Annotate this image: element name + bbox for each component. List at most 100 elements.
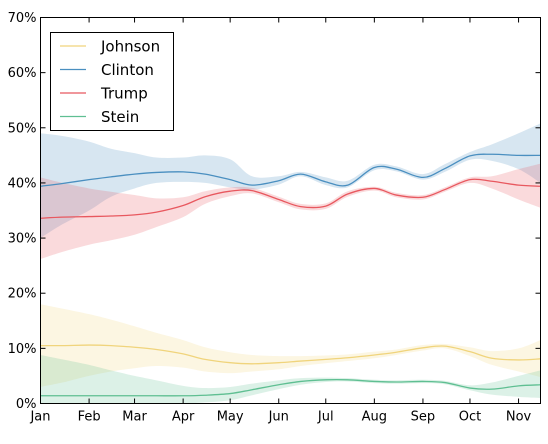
trump-data-point <box>109 214 113 218</box>
y-tick-label: 40% <box>8 176 37 191</box>
y-tick-label: 30% <box>8 232 37 247</box>
johnson-data-point <box>324 357 328 361</box>
stein-data-point <box>203 393 207 397</box>
x-tick-label: Jun <box>268 410 289 425</box>
x-tick-label: Oct <box>459 410 481 425</box>
trump-data-point <box>154 210 158 214</box>
clinton-data-point <box>299 172 303 176</box>
clinton-data-point <box>60 181 64 185</box>
johnson-data-point <box>60 344 64 348</box>
x-tick-label: Apr <box>172 410 195 425</box>
trump-data-point <box>299 205 303 209</box>
stein-line <box>40 378 541 397</box>
stein-data-point <box>154 394 158 398</box>
clinton-data-point <box>490 152 494 156</box>
axis-ticks: 0% 10% 20% 30% 40% 50% 60% 70% Jan Feb Mar Apr May Ju… <box>8 11 541 425</box>
stein-data-point <box>60 394 64 398</box>
stein-data-point <box>346 378 350 382</box>
trump-data-point <box>203 195 207 199</box>
y-tick-label: 10% <box>8 342 37 357</box>
trump-data-point <box>517 183 521 187</box>
clinton-data-point <box>87 178 91 182</box>
johnson-data-point <box>346 356 350 360</box>
johnson-legend-label: Johnson <box>100 38 160 56</box>
stein-data-point <box>133 394 137 398</box>
clinton-data-point <box>277 179 281 183</box>
stein-data-point <box>517 384 521 388</box>
series-lines <box>40 152 541 398</box>
trump-data-point <box>324 204 328 208</box>
trump-data-point <box>346 192 350 196</box>
stein-data-point <box>87 394 91 398</box>
x-tick-label: May <box>217 410 244 425</box>
stein-data-point <box>109 394 113 398</box>
stein-data-point <box>181 394 185 398</box>
trump-data-point <box>87 215 91 219</box>
trump-data-point <box>394 193 398 197</box>
x-tick-label: Mar <box>122 410 147 425</box>
trump-data-point <box>372 186 376 190</box>
clinton-data-point <box>443 167 447 171</box>
johnson-data-point <box>109 344 113 348</box>
clinton-data-point <box>394 167 398 171</box>
trump-data-point <box>443 188 447 192</box>
y-tick-label: 60% <box>8 66 37 81</box>
johnson-data-point <box>250 362 254 366</box>
clinton-data-point <box>228 178 232 182</box>
johnson-data-point <box>203 357 207 361</box>
x-tick-label: Jul <box>317 410 334 425</box>
y-tick-label: 50% <box>8 121 37 136</box>
clinton-confidence-band <box>40 123 541 239</box>
trump-data-point <box>60 215 64 219</box>
clinton-data-point <box>181 170 185 174</box>
y-tick-label: 70% <box>8 11 37 26</box>
stein-data-point <box>228 392 232 396</box>
clinton-data-point <box>421 175 425 179</box>
trump-data-point <box>490 179 494 183</box>
legend: Johnson Clinton Trump Stein <box>50 32 174 131</box>
clinton-data-point <box>324 180 328 184</box>
stein-data-point <box>443 381 447 385</box>
trump-line <box>40 178 541 219</box>
trump-confidence-band <box>40 163 541 260</box>
stein-data-point <box>277 383 281 387</box>
stein-data-point <box>394 380 398 384</box>
trump-data-point <box>277 197 281 201</box>
x-tick-label: Sep <box>411 410 436 425</box>
johnson-data-point <box>394 350 398 354</box>
johnson-data-point <box>87 343 91 347</box>
stein-data-point <box>490 387 494 391</box>
johnson-data-point <box>372 353 376 357</box>
johnson-data-point <box>228 361 232 365</box>
x-tick-label: Aug <box>362 410 387 425</box>
johnson-data-point <box>299 359 303 363</box>
clinton-data-point <box>250 183 254 187</box>
trump-data-point <box>421 195 425 199</box>
johnson-data-point <box>490 356 494 360</box>
stein-data-point <box>324 378 328 382</box>
x-tick-label: Jan <box>29 410 50 425</box>
johnson-line <box>40 344 541 365</box>
x-tick-label: Feb <box>78 410 101 425</box>
trump-data-point <box>468 178 472 182</box>
stein-data-point <box>299 379 303 383</box>
y-tick-label: 20% <box>8 287 37 302</box>
legend-box <box>50 32 174 131</box>
plot-area-frame <box>40 17 541 404</box>
trump-data-point <box>181 204 185 208</box>
johnson-data-point <box>154 347 158 351</box>
johnson-data-point <box>133 345 137 349</box>
clinton-data-point <box>372 165 376 169</box>
clinton-data-point <box>109 175 113 179</box>
trump-data-point <box>250 189 254 193</box>
stein-data-point <box>372 379 376 383</box>
y-tick-label: 0% <box>16 397 37 412</box>
stein-data-point <box>468 386 472 390</box>
johnson-data-point <box>468 350 472 354</box>
stein-confidence-band <box>40 354 541 404</box>
trump-data-point <box>133 213 137 217</box>
x-tick-label: Nov <box>506 410 532 425</box>
johnson-data-point <box>517 358 521 362</box>
clinton-legend-label: Clinton <box>101 61 154 79</box>
